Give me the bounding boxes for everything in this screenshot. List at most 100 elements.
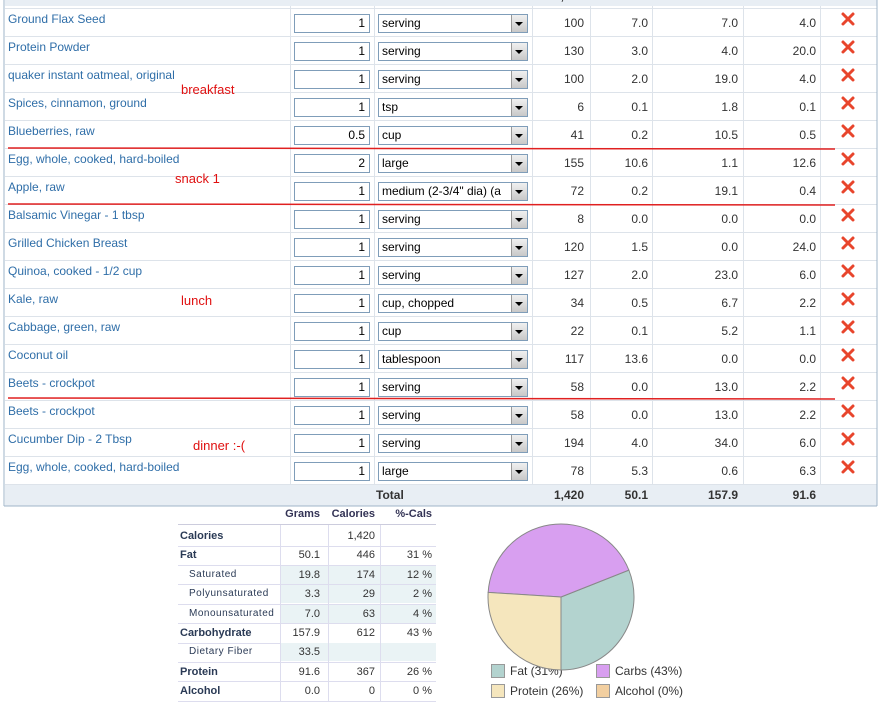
delete-button[interactable] — [841, 320, 855, 334]
food-name[interactable]: Balsamic Vinegar - 1 tbsp — [8, 208, 145, 222]
nutrient-cell: 7.0 — [304, 607, 320, 620]
unit-select[interactable]: medium (2-3/4" dia) (a — [378, 182, 528, 201]
unit-select[interactable]: tablespoon — [378, 350, 528, 369]
cell-border — [328, 525, 329, 701]
cell-border — [743, 0, 744, 484]
row-separator — [5, 372, 877, 373]
food-name[interactable]: Beets - crockpot — [8, 376, 95, 390]
delete-button[interactable] — [841, 180, 855, 194]
unit-select[interactable]: tsp — [378, 98, 528, 117]
delete-button[interactable] — [841, 12, 855, 26]
food-name[interactable]: quaker instant oatmeal, original — [8, 68, 175, 82]
unit-select[interactable]: large — [378, 154, 528, 173]
total-value: 91.6 — [792, 488, 816, 502]
delete-icon — [841, 12, 855, 26]
unit-select[interactable]: serving — [378, 378, 528, 397]
cell-border — [590, 0, 591, 484]
food-name[interactable]: Egg, whole, cooked, hard-boiled — [8, 460, 180, 474]
quantity-input[interactable]: 1 — [294, 14, 370, 33]
arrow-icon — [515, 106, 523, 110]
delete-button[interactable] — [841, 264, 855, 278]
quantity-input[interactable]: 1 — [294, 406, 370, 425]
unit-select[interactable]: cup, chopped — [378, 294, 528, 313]
food-name[interactable]: Grilled Chicken Breast — [8, 236, 128, 250]
unit-select[interactable]: cup — [378, 322, 528, 341]
delete-button[interactable] — [841, 152, 855, 166]
quantity-input[interactable]: 1 — [294, 182, 370, 201]
unit-select[interactable]: serving — [378, 14, 528, 33]
food-name[interactable]: Cabbage, green, raw — [8, 320, 121, 334]
nutrient-value: 1.8 — [721, 100, 738, 114]
delete-button[interactable] — [841, 460, 855, 474]
delete-icon — [841, 348, 855, 362]
nutrient-value: 130 — [563, 44, 584, 58]
delete-button[interactable] — [841, 376, 855, 390]
food-name[interactable]: Kale, raw — [8, 292, 59, 306]
unit-select[interactable]: serving — [378, 266, 528, 285]
food-name[interactable]: Coconut oil — [8, 348, 69, 362]
unit-select[interactable]: large — [378, 462, 528, 481]
quantity-input[interactable]: 1 — [294, 350, 370, 369]
food-name[interactable]: Quinoa, cooked - 1/2 cup — [8, 264, 143, 278]
quantity-input[interactable]: 1 — [294, 462, 370, 481]
quantity-input[interactable]: 1 — [294, 42, 370, 61]
quantity-input[interactable]: 0.5 — [294, 126, 370, 145]
unit-select[interactable]: serving — [378, 434, 528, 453]
quantity-input[interactable]: 1 — [294, 98, 370, 117]
unit-select[interactable]: serving — [378, 70, 528, 89]
nutrient-cell: 0 — [368, 685, 375, 698]
quantity-input[interactable]: 1 — [294, 70, 370, 89]
nutrient-value: 120 — [563, 240, 584, 254]
delete-button[interactable] — [841, 40, 855, 54]
delete-button[interactable] — [841, 208, 855, 222]
delete-button[interactable] — [841, 404, 855, 418]
arrow-icon — [515, 190, 523, 194]
row-separator — [5, 120, 877, 121]
quantity-input[interactable]: 1 — [294, 322, 370, 341]
quantity-input[interactable]: 1 — [294, 238, 370, 257]
delete-icon — [841, 432, 855, 446]
unit-select[interactable]: serving — [378, 406, 528, 425]
quantity-input[interactable]: 1 — [294, 266, 370, 285]
nutrient-value: 19.0 — [714, 72, 738, 86]
nutrient-value: 117 — [564, 352, 584, 366]
nutrient-value: 1.1 — [799, 324, 816, 338]
nutrient-value: 23.0 — [714, 268, 738, 282]
nutrient-cell: 446 — [356, 549, 375, 562]
food-name[interactable]: Spices, cinnamon, ground — [8, 96, 147, 110]
food-name[interactable]: Egg, whole, cooked, hard-boiled — [8, 152, 180, 166]
food-name[interactable]: Beets - crockpot — [8, 404, 95, 418]
nutrient-label: Carbohydrate — [180, 627, 252, 639]
delete-button[interactable] — [841, 348, 855, 362]
delete-button[interactable] — [841, 124, 855, 138]
sub-label: Dietary Fiber — [189, 646, 253, 658]
delete-button[interactable] — [841, 236, 855, 250]
unit-select[interactable]: cup — [378, 126, 528, 145]
unit-select[interactable]: serving — [378, 42, 528, 61]
quantity-input[interactable]: 1 — [294, 378, 370, 397]
food-name[interactable]: Ground Flax Seed — [8, 12, 106, 26]
quantity-input[interactable]: 1 — [294, 294, 370, 313]
nutrient-label: Calories — [180, 530, 224, 542]
food-name[interactable]: Apple, raw — [8, 180, 65, 194]
delete-button[interactable] — [841, 292, 855, 306]
food-name[interactable]: Blueberries, raw — [8, 124, 95, 138]
quantity-input[interactable]: 1 — [294, 434, 370, 453]
unit-select[interactable]: serving — [378, 238, 528, 257]
nutrient-value: 0.0 — [799, 352, 816, 366]
delete-button[interactable] — [841, 432, 855, 446]
quantity-input[interactable]: 2 — [294, 154, 370, 173]
quantity-input[interactable]: 1 — [294, 210, 370, 229]
delete-button[interactable] — [841, 96, 855, 110]
food-name[interactable]: Protein Powder — [8, 40, 91, 54]
unit-select[interactable]: serving — [378, 210, 528, 229]
arrow-icon — [515, 302, 523, 306]
arrow-icon — [515, 218, 523, 222]
delete-button[interactable] — [841, 68, 855, 82]
nutrient-value: 4.0 — [799, 16, 816, 30]
nutrient-value: 34 — [570, 296, 584, 310]
nutrient-value: 0.4 — [799, 184, 816, 198]
food-name[interactable]: Cucumber Dip - 2 Tbsp — [8, 432, 132, 446]
row-separator — [5, 64, 877, 65]
